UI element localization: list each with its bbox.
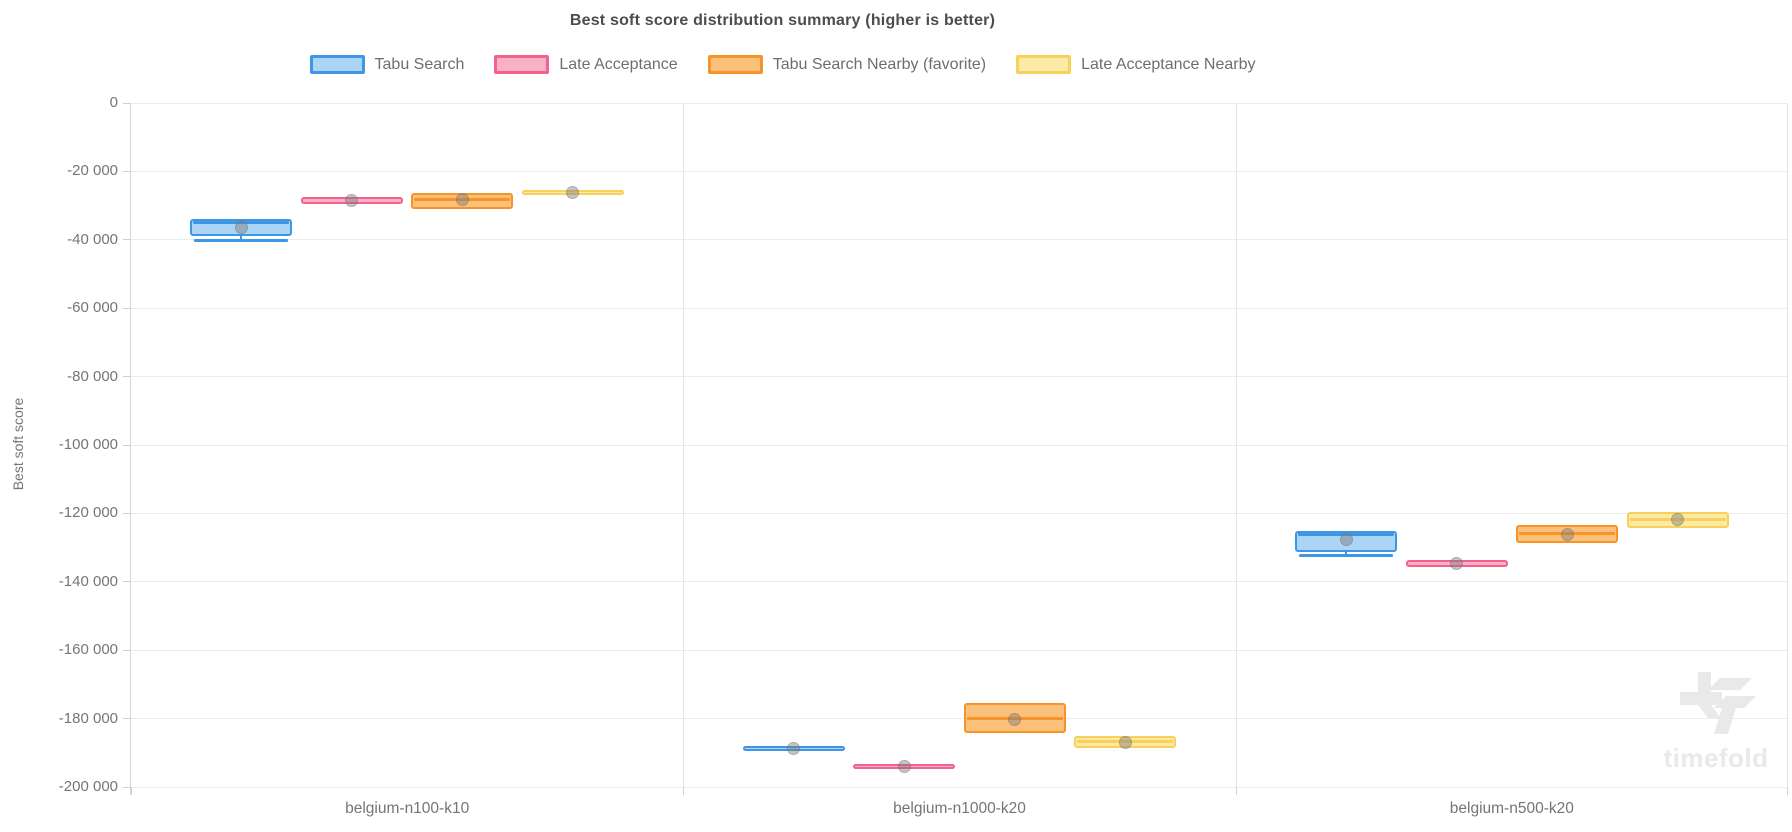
legend-label: Tabu Search: [374, 55, 465, 73]
plot-area: [130, 102, 1788, 795]
y-tick-mark: [123, 239, 130, 241]
gridline: [131, 718, 1788, 720]
x-tick-mark: [1235, 787, 1237, 795]
legend-item-late-acceptance[interactable]: Late Acceptance: [494, 55, 678, 74]
mean-dot: [1450, 556, 1464, 570]
legend-item-late-acceptance-nearby[interactable]: Late Acceptance Nearby: [1016, 55, 1255, 74]
legend-label: Tabu Search Nearby (favorite): [772, 55, 987, 73]
chart-title: Best soft score distribution summary (hi…: [569, 12, 996, 29]
legend-swatch-blue-icon: [309, 55, 365, 74]
y-tick-mark: [123, 718, 130, 720]
y-tick-mark: [123, 170, 130, 172]
legend-swatch-orange-icon: [707, 55, 763, 74]
gridline: [131, 581, 1788, 583]
mean-dot: [1339, 533, 1353, 547]
y-tick-mark: [123, 512, 130, 514]
y-tick-mark: [123, 307, 130, 309]
y-axis-line: [130, 103, 131, 795]
whisker-stem: [1345, 552, 1348, 556]
x-tick-mark: [1787, 787, 1788, 795]
mean-dot: [1671, 513, 1685, 527]
watermark-text: timefold: [1663, 743, 1769, 773]
y-tick-label: -200 000: [58, 778, 118, 795]
mean-dot: [566, 186, 580, 200]
panel-separator: [1235, 103, 1237, 787]
y-tick-label: -180 000: [58, 709, 118, 727]
mean-dot: [345, 193, 359, 207]
mean-dot: [787, 741, 801, 755]
mean-dot: [1008, 712, 1022, 726]
y-tick-mark: [123, 581, 130, 583]
watermark: timefold: [1656, 670, 1776, 774]
mean-dot: [455, 193, 469, 207]
y-tick-mark: [123, 444, 130, 446]
whisker-stem: [240, 236, 243, 241]
category-label: belgium-n500-k20: [1449, 800, 1574, 817]
y-tick-mark: [123, 649, 130, 651]
y-tick-mark: [123, 376, 130, 378]
gridline: [131, 102, 1788, 104]
x-tick-mark: [683, 787, 685, 795]
gridline: [131, 512, 1788, 514]
y-tick-label: -80 000: [67, 367, 118, 385]
mean-dot: [1560, 527, 1574, 541]
panel-separator: [683, 103, 685, 787]
y-tick-mark: [123, 102, 130, 104]
plot-right-border: [1787, 103, 1788, 787]
legend: Tabu Search Late Acceptance Tabu Search …: [0, 55, 1565, 74]
legend-swatch-yellow-icon: [1016, 55, 1072, 74]
mean-dot: [897, 759, 911, 773]
gridline: [131, 239, 1788, 241]
timefold-logo-icon: [1680, 672, 1756, 734]
legend-item-tabu-search[interactable]: Tabu Search: [309, 55, 465, 74]
whisker-cap: [194, 238, 289, 242]
whisker-cap: [1299, 553, 1394, 557]
y-tick-mark: [123, 786, 130, 788]
y-tick-label: 0: [109, 94, 118, 111]
y-tick-label: -20 000: [67, 162, 118, 180]
gridline: [131, 376, 1788, 378]
gridline: [131, 307, 1788, 309]
gridline: [131, 649, 1788, 651]
gridline: [131, 786, 1788, 788]
y-tick-label: -60 000: [67, 299, 118, 317]
mean-dot: [1118, 735, 1132, 749]
gridline: [131, 444, 1788, 446]
x-tick-mark: [131, 787, 132, 795]
x-axis-labels: belgium-n100-k10 belgium-n1000-k20 belgi…: [131, 800, 1788, 818]
gridline: [131, 170, 1788, 172]
legend-label: Late Acceptance Nearby: [1081, 55, 1256, 73]
category-label: belgium-n100-k10: [345, 800, 470, 817]
y-tick-label: -160 000: [58, 641, 118, 659]
legend-item-tabu-search-nearby[interactable]: Tabu Search Nearby (favorite): [707, 55, 987, 74]
y-tick-label: -100 000: [58, 436, 118, 453]
chart-header: Best soft score distribution summary (hi…: [0, 12, 1565, 30]
y-tick-label: -40 000: [67, 230, 118, 248]
mean-dot: [234, 220, 248, 234]
y-tick-label: -120 000: [58, 504, 118, 522]
category-label: belgium-n1000-k20: [893, 800, 1026, 817]
y-tick-label: -140 000: [58, 572, 118, 590]
legend-swatch-pink-icon: [494, 55, 550, 74]
legend-label: Late Acceptance: [559, 55, 678, 73]
